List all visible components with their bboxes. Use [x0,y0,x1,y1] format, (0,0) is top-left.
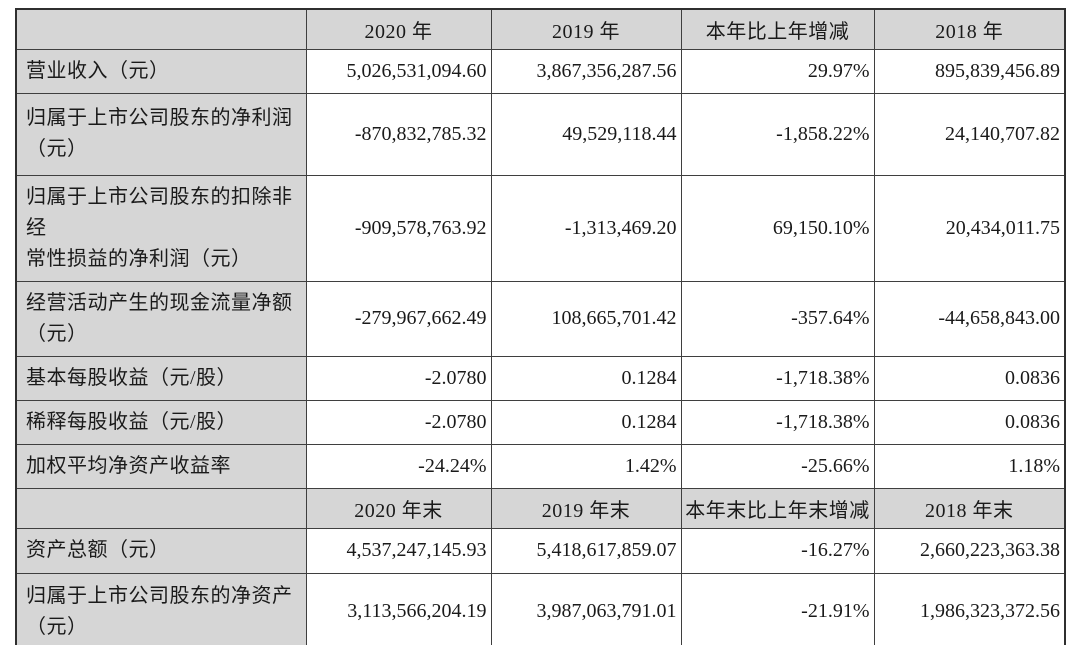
cell-value: 5,418,617,859.07 [490,527,682,574]
cell-value: -44,658,843.00 [873,280,1066,357]
cell-value: -1,313,469.20 [490,174,682,282]
column-header-2018-end: 2018 年末 [873,487,1066,529]
row-label: 基本每股收益（元/股） [15,355,307,401]
table-row-diluted-eps: 稀释每股收益（元/股） -2.0780 0.1284 -1,718.38% 0.… [15,399,1066,445]
cell-value: 29.97% [680,48,875,94]
cell-value: 2,660,223,363.38 [873,527,1066,574]
row-label: 加权平均净资产收益率 [15,443,307,489]
cell-value: -21.91% [680,572,875,645]
cell-value: -1,718.38% [680,399,875,445]
table-row-net-profit-excl-nonrecurring: 归属于上市公司股东的扣除非经 常性损益的净利润（元） -909,578,763.… [15,174,1066,282]
cell-value: -357.64% [680,280,875,357]
header-corner-cell [15,487,307,529]
cell-value: 3,113,566,204.19 [305,572,492,645]
table-row-net-profit: 归属于上市公司股东的净利润 （元） -870,832,785.32 49,529… [15,92,1066,176]
cell-value: -909,578,763.92 [305,174,492,282]
table-header-row-yearend: 2020 年末 2019 年末 本年末比上年末增减 2018 年末 [15,487,1066,529]
cell-value: 4,537,247,145.93 [305,527,492,574]
table-row-weighted-avg-roe: 加权平均净资产收益率 -24.24% 1.42% -25.66% 1.18% [15,443,1066,489]
row-label: 归属于上市公司股东的净资产 （元） [15,572,307,645]
row-label: 经营活动产生的现金流量净额 （元） [15,280,307,357]
column-header-yearend-change: 本年末比上年末增减 [680,487,875,529]
table-row-basic-eps: 基本每股收益（元/股） -2.0780 0.1284 -1,718.38% 0.… [15,355,1066,401]
cell-value: 5,026,531,094.60 [305,48,492,94]
cell-value: 1,986,323,372.56 [873,572,1066,645]
cell-value: -24.24% [305,443,492,489]
cell-value: -25.66% [680,443,875,489]
row-label: 归属于上市公司股东的净利润 （元） [15,92,307,176]
cell-value: 3,867,356,287.56 [490,48,682,94]
cell-value: -2.0780 [305,355,492,401]
cell-value: -279,967,662.49 [305,280,492,357]
table-row-total-assets: 资产总额（元） 4,537,247,145.93 5,418,617,859.0… [15,527,1066,574]
table-row-operating-revenue: 营业收入（元） 5,026,531,094.60 3,867,356,287.5… [15,48,1066,94]
cell-value: 0.1284 [490,399,682,445]
column-header-2019: 2019 年 [490,8,682,50]
column-header-2019-end: 2019 年末 [490,487,682,529]
cell-value: 69,150.10% [680,174,875,282]
cell-value: -16.27% [680,527,875,574]
cell-value: 0.0836 [873,399,1066,445]
cell-value: -2.0780 [305,399,492,445]
cell-value: 3,987,063,791.01 [490,572,682,645]
cell-value: 20,434,011.75 [873,174,1066,282]
cell-value: 1.18% [873,443,1066,489]
cell-value: 895,839,456.89 [873,48,1066,94]
table-row-operating-cash-flow: 经营活动产生的现金流量净额 （元） -279,967,662.49 108,66… [15,280,1066,357]
column-header-yoy-change: 本年比上年增减 [680,8,875,50]
cell-value: -1,718.38% [680,355,875,401]
cell-value: 49,529,118.44 [490,92,682,176]
cell-value: -1,858.22% [680,92,875,176]
financial-summary-table: 2020 年 2019 年 本年比上年增减 2018 年 营业收入（元） 5,0… [15,8,1066,645]
cell-value: 1.42% [490,443,682,489]
header-corner-cell [15,8,307,50]
cell-value: -870,832,785.32 [305,92,492,176]
column-header-2018: 2018 年 [873,8,1066,50]
cell-value: 24,140,707.82 [873,92,1066,176]
table-header-row-current: 2020 年 2019 年 本年比上年增减 2018 年 [15,8,1066,50]
row-label: 资产总额（元） [15,527,307,574]
row-label: 归属于上市公司股东的扣除非经 常性损益的净利润（元） [15,174,307,282]
column-header-2020: 2020 年 [305,8,492,50]
row-label: 营业收入（元） [15,48,307,94]
column-header-2020-end: 2020 年末 [305,487,492,529]
cell-value: 108,665,701.42 [490,280,682,357]
row-label: 稀释每股收益（元/股） [15,399,307,445]
cell-value: 0.1284 [490,355,682,401]
table-row-net-assets: 归属于上市公司股东的净资产 （元） 3,113,566,204.19 3,987… [15,572,1066,645]
cell-value: 0.0836 [873,355,1066,401]
